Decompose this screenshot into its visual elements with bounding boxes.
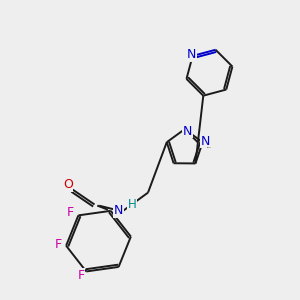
- Text: N: N: [183, 125, 192, 138]
- Text: O: O: [63, 178, 73, 191]
- Text: F: F: [78, 269, 85, 282]
- Text: F: F: [55, 238, 62, 251]
- Text: methyl: methyl: [207, 146, 212, 148]
- Text: N: N: [114, 204, 123, 217]
- Text: N: N: [187, 48, 196, 62]
- Text: H: H: [128, 198, 136, 211]
- Text: N: N: [201, 135, 210, 148]
- Text: F: F: [67, 206, 74, 219]
